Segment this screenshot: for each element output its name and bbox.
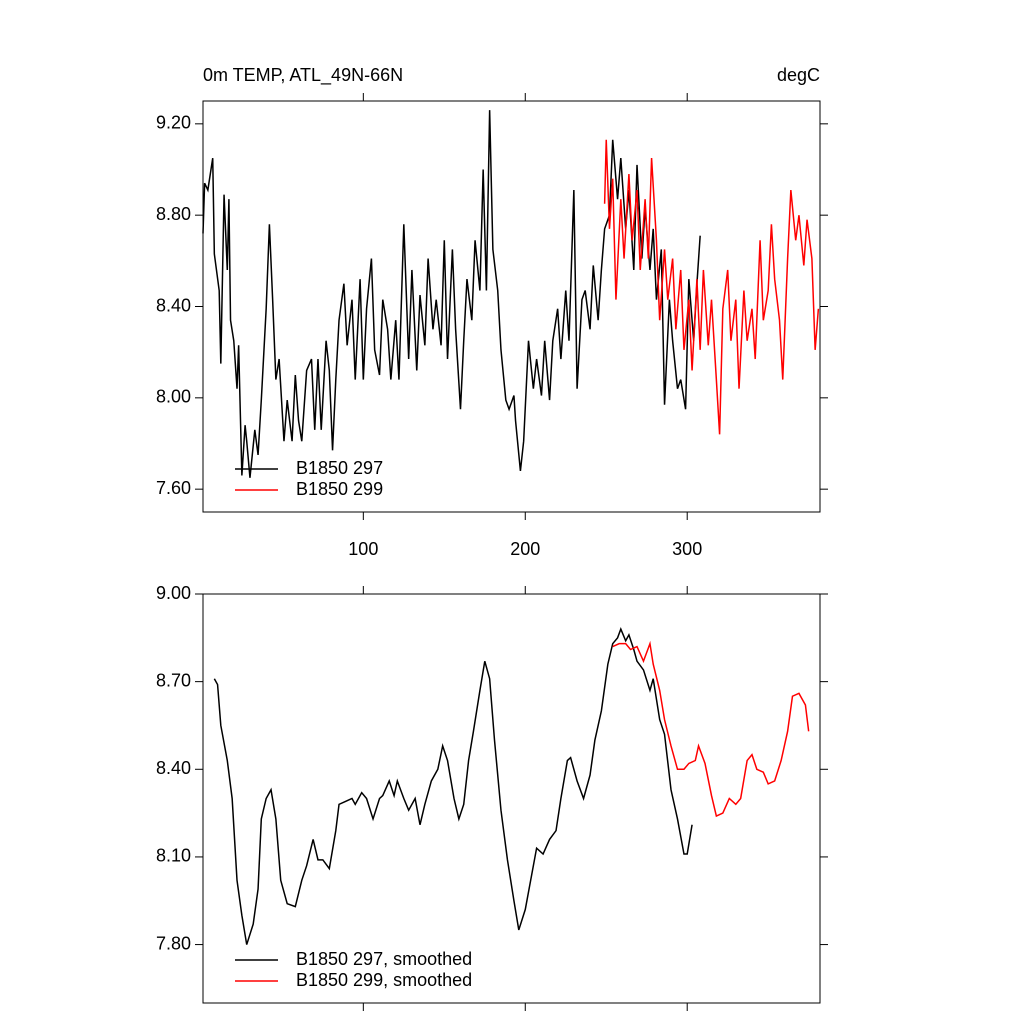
y-tick-label: 9.20	[156, 113, 191, 133]
legend-label: B1850 299	[296, 479, 383, 499]
x-tick-label: 300	[672, 539, 702, 559]
data-line	[612, 640, 810, 818]
y-tick-label: 8.40	[156, 295, 191, 315]
y-tick-label: 8.00	[156, 387, 191, 407]
x-tick-label: 100	[348, 539, 378, 559]
y-tick-label: 8.10	[156, 846, 191, 866]
y-tick-label: 8.80	[156, 204, 191, 224]
plot-frame	[202, 593, 821, 1004]
units-label: degC	[777, 65, 820, 85]
y-tick-label: 7.60	[156, 478, 191, 498]
legend-label: B1850 297, smoothed	[296, 949, 472, 969]
y-tick-label: 9.00	[156, 583, 191, 603]
data-line	[202, 110, 701, 478]
chart-title: 0m TEMP, ATL_49N-66N	[203, 65, 403, 86]
y-tick-label: 8.40	[156, 758, 191, 778]
plot-frame	[202, 100, 821, 513]
legend-label: B1850 299, smoothed	[296, 970, 472, 990]
x-tick-label: 200	[510, 539, 540, 559]
data-line	[213, 627, 693, 945]
data-line	[603, 139, 820, 435]
y-tick-label: 7.80	[156, 933, 191, 953]
y-tick-label: 8.70	[156, 670, 191, 690]
legend-label: B1850 297	[296, 458, 383, 478]
